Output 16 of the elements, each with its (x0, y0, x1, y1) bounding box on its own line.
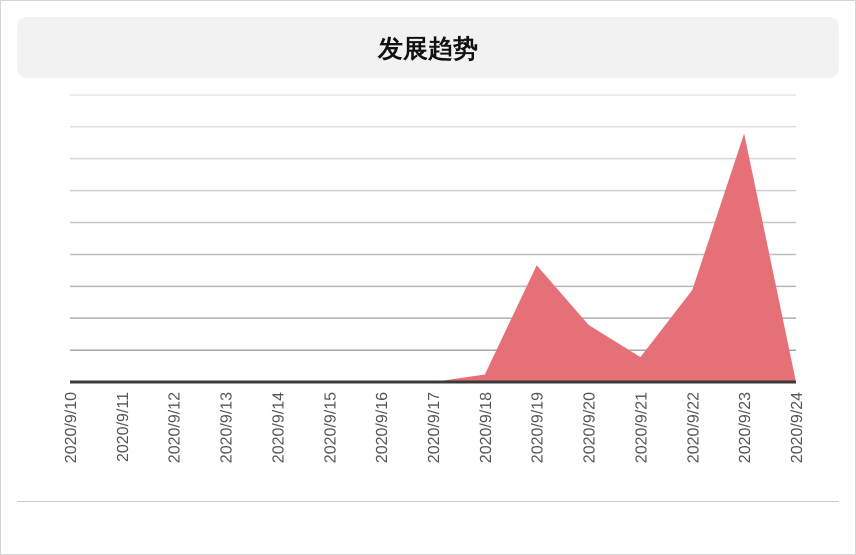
x-tick-label: 2020/9/11 (114, 392, 132, 462)
x-tick-label: 2020/9/15 (322, 392, 340, 464)
x-tick-label: 2020/9/10 (63, 392, 80, 464)
x-tick-label: 2020/9/23 (737, 392, 754, 464)
x-tick-label: 2020/9/22 (685, 392, 702, 464)
x-tick-label: 2020/9/18 (478, 392, 495, 464)
x-tick-label: 2020/9/12 (166, 392, 184, 464)
x-tick-label: 2020/9/16 (374, 392, 392, 464)
x-tick-label: 2020/9/17 (426, 392, 443, 464)
x-tick-label: 2020/9/21 (633, 392, 650, 464)
x-tick-label: 2020/9/19 (530, 392, 547, 464)
x-tick-label: 2020/9/24 (789, 392, 806, 464)
x-tick-label: 2020/9/14 (270, 392, 288, 464)
x-tick-label: 2020/9/20 (582, 392, 599, 464)
chart-title: 发展趋势 (377, 35, 478, 63)
x-tick-label: 2020/9/13 (218, 392, 236, 464)
